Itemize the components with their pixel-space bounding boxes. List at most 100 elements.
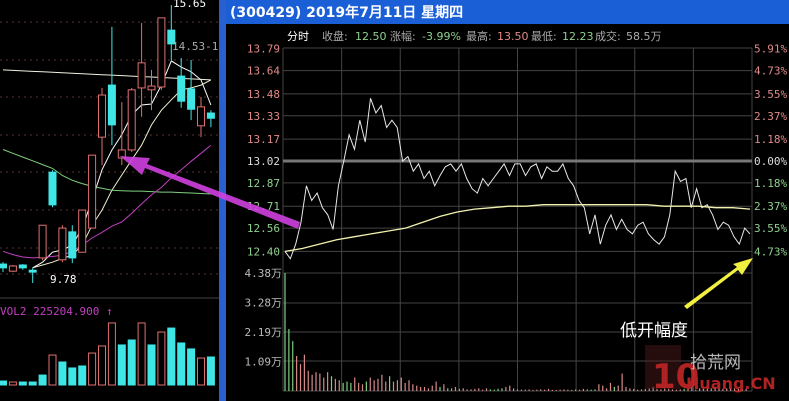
- kline-volume-bar: [137, 322, 146, 386]
- kline-volume-bar: [58, 361, 67, 386]
- price-tick-label: 12.56: [247, 222, 280, 235]
- kline-volume-bar: [117, 344, 126, 386]
- low-value: 12.23: [562, 30, 594, 43]
- kline-candle: [187, 59, 196, 121]
- kline-volume-bar: [0, 380, 7, 386]
- kline-candle: [177, 58, 186, 108]
- kline-volume-bar: [48, 354, 57, 386]
- yellow-arrow: [684, 258, 753, 309]
- candle-body: [147, 85, 156, 91]
- kline-volume-bar: [157, 331, 166, 386]
- kline-volume-bar: [98, 345, 106, 386]
- kline-volume-bar: [177, 342, 186, 386]
- percent-tick-label: 2.37%: [754, 110, 787, 123]
- kline-candle: [38, 224, 47, 261]
- percent-tick-label: 4.73%: [754, 245, 787, 258]
- kline-candle: [48, 170, 57, 208]
- kline-candle: [68, 225, 77, 264]
- high-label: 最高:: [466, 29, 492, 43]
- candle-body: [28, 269, 37, 273]
- intraday-grid: [282, 47, 753, 392]
- low-label: 最低:: [531, 30, 557, 43]
- price-tick-label: 13.64: [247, 65, 280, 78]
- candle-body: [157, 17, 166, 88]
- percent-tick-label: 0.00%: [754, 155, 787, 168]
- kline-grid: [0, 21, 219, 275]
- kline-volume-bars: [0, 322, 215, 386]
- volume-tick-label: 3.28万: [245, 297, 283, 310]
- percent-tick-label: 1.18%: [754, 133, 787, 146]
- volume-label: 成交:: [595, 29, 621, 43]
- price-tick-label: 12.87: [247, 177, 280, 190]
- candle-body: [58, 227, 67, 261]
- price-tick-label: 13.02: [247, 155, 280, 168]
- kline-candle: [107, 26, 116, 146]
- candle-body: [88, 154, 97, 229]
- percent-tick-label: 3.55%: [754, 88, 787, 101]
- kline-candle: [167, 5, 176, 60]
- kline-candles: [0, 5, 215, 283]
- kline-candle: [78, 209, 87, 253]
- kline-high-marker: 15.65: [173, 0, 206, 10]
- kline-volume-bar: [167, 327, 176, 386]
- change-value: -3.99%: [422, 30, 461, 43]
- volume-tick-label: 1.09万: [245, 356, 283, 369]
- kline-candle: [88, 154, 97, 229]
- panel-divider[interactable]: [219, 0, 226, 401]
- mode-label[interactable]: 分时: [287, 30, 309, 43]
- close-label: 收盘:: [322, 29, 348, 43]
- kline-volume-bar: [38, 374, 47, 386]
- candle-body: [127, 89, 136, 151]
- kline-ma-line: [2, 144, 212, 259]
- kline-volume-bar: [68, 367, 77, 386]
- kline-candle: [98, 87, 106, 166]
- kline-ma-line: [2, 69, 211, 81]
- candle-body: [206, 112, 215, 119]
- candle-body: [107, 84, 116, 126]
- kline-volume-bar: [147, 344, 156, 386]
- kline-volume-bar: [78, 365, 87, 386]
- svg-text:拾荒网: 拾荒网: [690, 353, 741, 373]
- kline-panel: 15.65 14.53-1 9.78 VOL2 225204.900 ↑: [0, 0, 219, 386]
- high-value: 13.50: [497, 30, 529, 43]
- candle-body: [137, 62, 146, 89]
- price-line: [284, 98, 751, 260]
- kline-volume-bar: [187, 348, 196, 386]
- volume-tick-label: 2.19万: [245, 326, 283, 339]
- title-bar: [226, 0, 789, 24]
- average-price-line: [284, 204, 751, 253]
- volume-value: 58.5万: [626, 30, 662, 43]
- kline-ref-marker: 14.53-1: [172, 40, 218, 53]
- candle-body: [48, 171, 57, 206]
- percent-tick-label: 2.37%: [754, 200, 787, 213]
- kline-candle: [147, 69, 156, 111]
- volume-tick-label: 4.38万: [245, 267, 283, 280]
- candle-body: [98, 94, 106, 138]
- low-open-annotation: 低开幅度: [620, 321, 688, 341]
- close-value: 12.50: [355, 30, 387, 43]
- window-title: (300429) 2019年7月11日 星期四: [230, 4, 463, 21]
- kline-candle: [206, 110, 215, 128]
- kline-candle: [0, 262, 7, 273]
- kline-low-marker: 9.78: [50, 273, 77, 286]
- candle-body: [38, 224, 47, 259]
- kline-candle: [197, 96, 205, 138]
- candle-body: [177, 75, 186, 102]
- kline-volume-bar: [206, 356, 215, 386]
- candle-body: [0, 263, 7, 269]
- info-row: 分时 收盘: 12.50 涨幅: -3.99% 最高: 13.50 最低: 12…: [287, 29, 662, 43]
- percent-tick-label: 1.18%: [754, 177, 787, 190]
- kline-candle: [18, 264, 27, 270]
- kline-volume-bar: [107, 322, 116, 386]
- price-tick-label: 13.33: [247, 110, 280, 123]
- kline-volume-bar: [197, 357, 205, 386]
- kline-ma-line: [2, 149, 211, 195]
- kline-volume-bar: [8, 381, 17, 386]
- kline-candle: [58, 225, 67, 263]
- kline-candle: [117, 102, 126, 166]
- price-tick-label: 13.79: [247, 43, 280, 56]
- kline-volume-bar: [88, 352, 97, 386]
- candle-body: [18, 264, 27, 269]
- intraday-volume-bars: [284, 273, 747, 391]
